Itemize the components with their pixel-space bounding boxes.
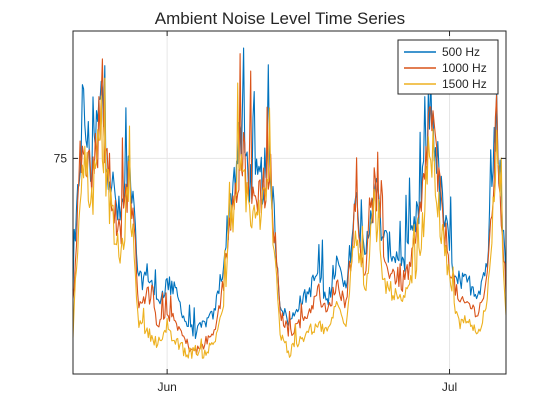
y-tick-label-0: 75 [54, 151, 68, 165]
axes-box [72, 30, 507, 375]
plot-area: Jun Jul 75 [54, 30, 507, 394]
legend: 500 Hz 1000 Hz 1500 Hz [397, 39, 499, 95]
legend-label-1000-hz: 1000 Hz [442, 61, 487, 75]
x-tick-label-1: Jul [442, 380, 457, 394]
legend-label-500-hz: 500 Hz [442, 45, 480, 59]
x-tick-label-0: Jun [157, 380, 176, 394]
series-line-1000-hz [72, 53, 507, 356]
legend-box [397, 39, 499, 95]
legend-label-1500-hz: 1500 Hz [442, 77, 487, 91]
series-line-1500-hz [72, 77, 507, 359]
chart-title: Ambient Noise Level Time Series [155, 9, 405, 28]
